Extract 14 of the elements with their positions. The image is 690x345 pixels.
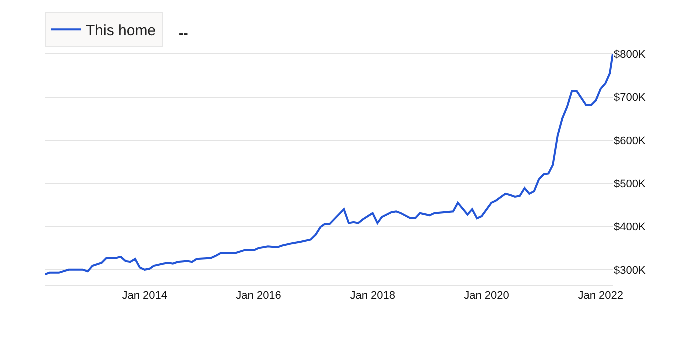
y-tick-label: $300K (614, 264, 646, 277)
y-tick-label: $500K (614, 178, 646, 190)
line-series (45, 53, 613, 276)
x-tick-label: Jan 2020 (464, 290, 510, 302)
y-tick-label: $400K (614, 222, 646, 234)
x-tick-label: Jan 2018 (350, 290, 396, 302)
text: -- (179, 25, 189, 41)
x-tick-label: Jan 2022 (578, 290, 624, 302)
y-tick-label: $700K (614, 92, 646, 104)
x-tick-label: Jan 2016 (236, 290, 282, 302)
legend-label: This home (86, 22, 156, 40)
x-tick-label: Jan 2014 (122, 290, 168, 302)
y-tick-label: $600K (614, 135, 646, 148)
y-tick-label: $800K (614, 49, 646, 62)
